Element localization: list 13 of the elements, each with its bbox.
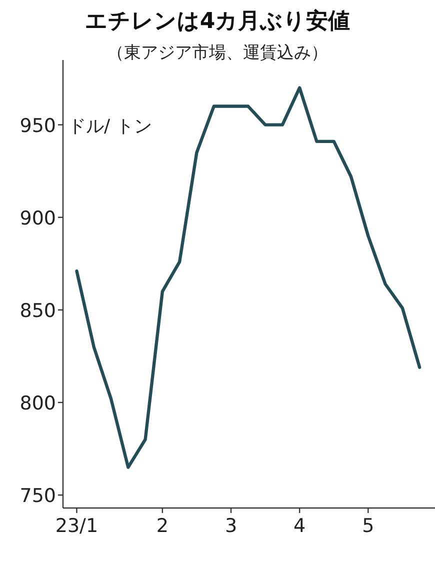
- y-tick-label: 900: [20, 207, 56, 230]
- y-tick-label: 850: [20, 300, 56, 322]
- x-tick-label: 5: [362, 515, 374, 537]
- chart-title: エチレンは4カ月ぶり安値: [84, 8, 350, 34]
- y-axis-title: ドル/ トン: [68, 116, 152, 137]
- chart-subtitle: （東アジア市場、運賃込み）: [107, 43, 328, 63]
- y-tick-label: 750: [20, 485, 56, 508]
- x-tick-label: 3: [224, 515, 238, 537]
- x-tick-label: 23/1: [55, 515, 98, 537]
- y-tick-label: 950: [20, 114, 56, 137]
- x-tick-label: 2: [156, 515, 168, 537]
- x-tick-label: 4: [294, 515, 306, 537]
- y-tick-label: 800: [20, 392, 56, 414]
